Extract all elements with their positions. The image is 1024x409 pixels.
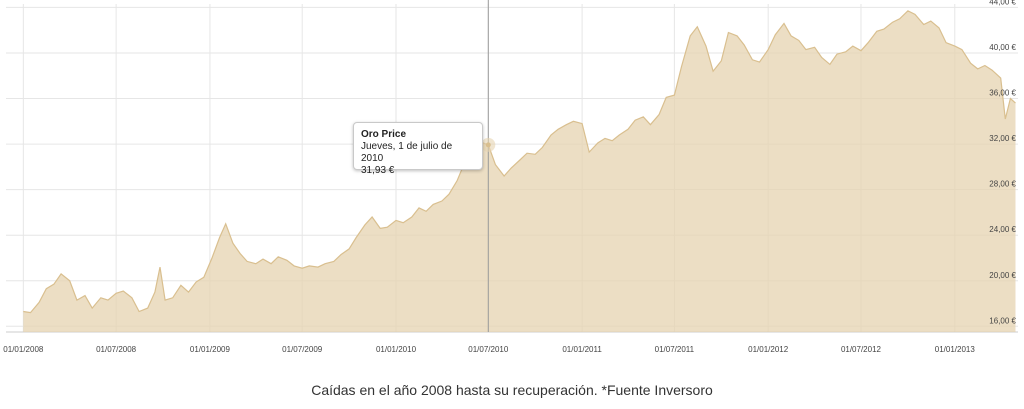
x-axis-ticks: 01/01/2008 01/07/2008 01/01/2009 01/07/2009…	[3, 345, 975, 354]
y-tick-label: 28,00 €	[989, 180, 1016, 189]
y-tick-label: 24,00 €	[989, 225, 1016, 234]
x-tick-label: 01/01/2008	[3, 345, 44, 354]
tooltip-date: Jueves, 1 de julio de 2010	[361, 141, 453, 164]
x-tick-label: 01/07/2009	[282, 345, 323, 354]
x-tick-label: 01/01/2010	[376, 345, 417, 354]
y-tick-label: 44,00 €	[989, 0, 1016, 6]
x-tick-label: 01/07/2008	[96, 345, 137, 354]
figure-caption: Caídas en el año 2008 hasta su recuperac…	[311, 382, 713, 398]
y-tick-label: 16,00 €	[989, 316, 1016, 325]
hover-point	[485, 142, 491, 148]
x-tick-label: 01/07/2012	[841, 345, 882, 354]
y-tick-label: 32,00 €	[989, 134, 1016, 143]
tooltip-value: 31,93 €	[361, 165, 395, 176]
hover-marker	[481, 0, 496, 332]
x-tick-label: 01/07/2011	[655, 345, 695, 354]
series-area	[23, 10, 1016, 333]
y-tick-label: 20,00 €	[989, 271, 1016, 280]
y-tick-label: 40,00 €	[989, 43, 1016, 52]
series-line	[23, 10, 1016, 314]
x-tick-label: 01/01/2009	[190, 345, 231, 354]
x-tick-label: 01/07/2010	[468, 345, 509, 354]
x-tick-label: 01/01/2011	[562, 345, 602, 354]
x-tick-label: 01/01/2013	[935, 345, 976, 354]
y-tick-label: 36,00 €	[989, 89, 1016, 98]
x-tick-label: 01/01/2012	[748, 345, 789, 354]
tooltip-series-name: Oro Price	[361, 129, 407, 140]
tooltip: Oro Price Jueves, 1 de julio de 2010 31,…	[353, 122, 483, 176]
series-area-fill	[23, 10, 1016, 333]
y-axis-ticks: 16,00 € 20,00 € 24,00 € 28,00 € 32,00 € 36,00…	[989, 0, 1016, 325]
